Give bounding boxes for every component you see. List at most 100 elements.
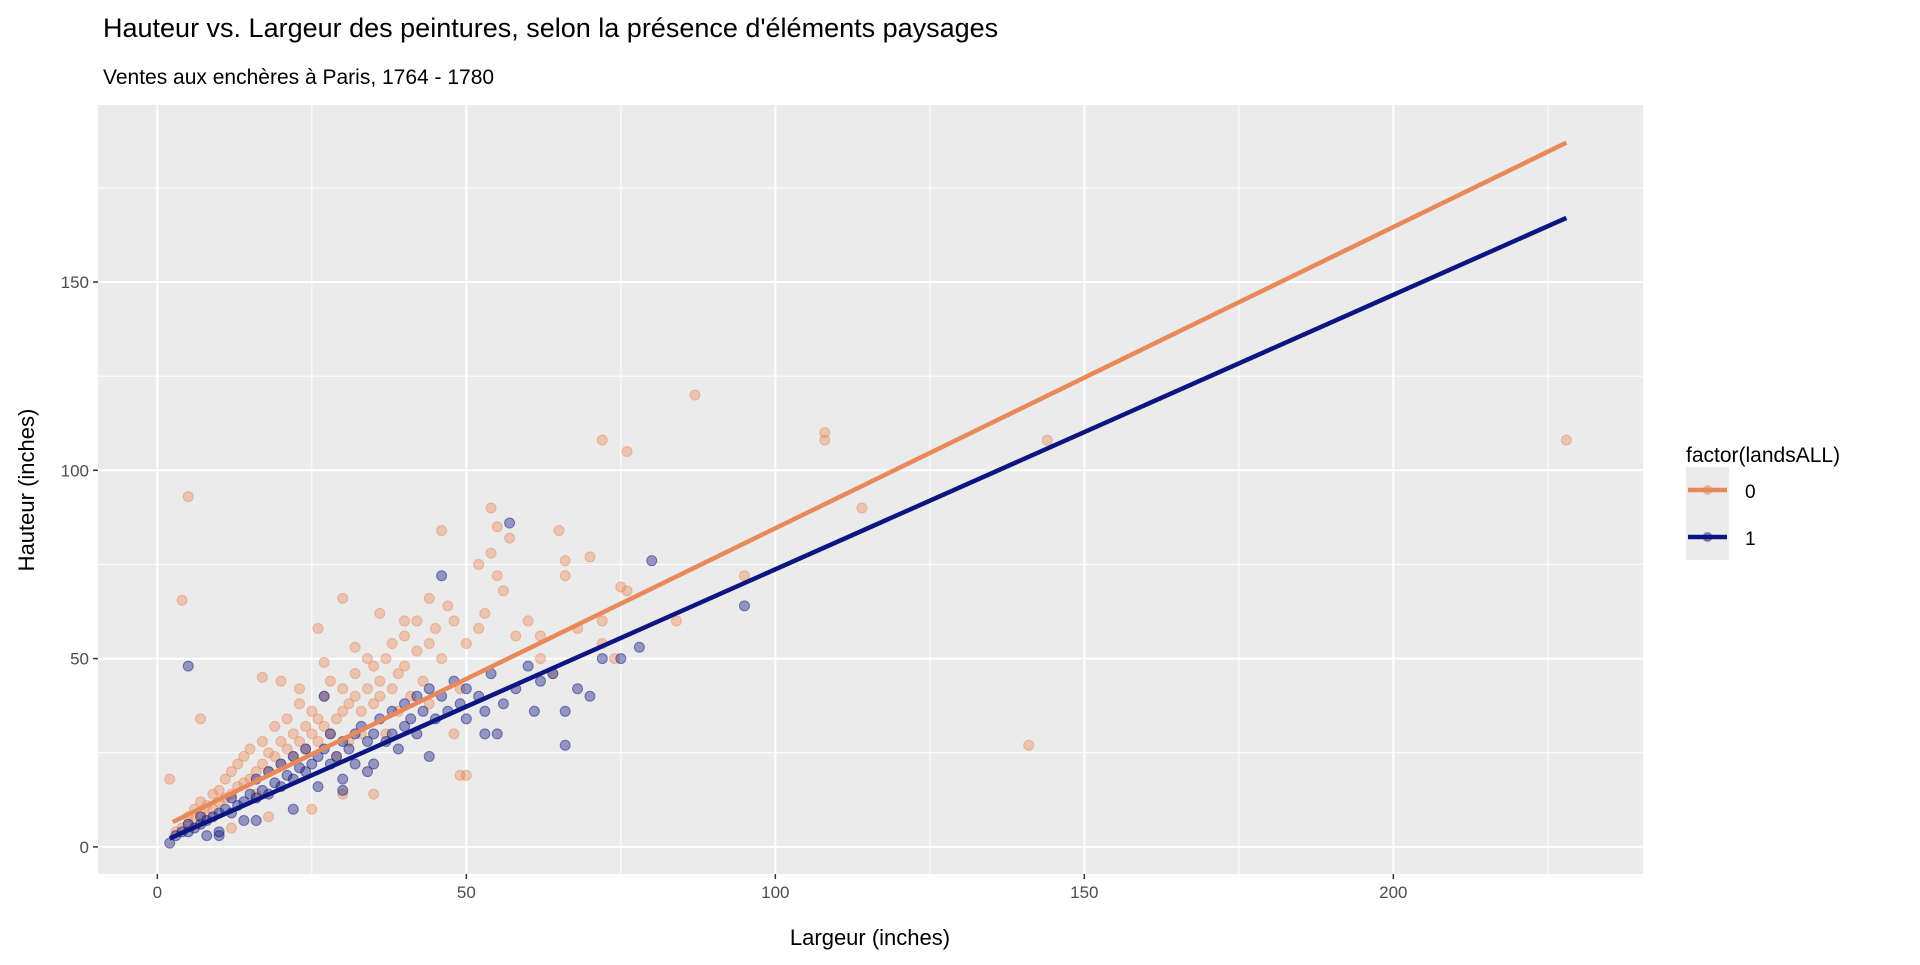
data-point-series-0	[219, 773, 231, 785]
data-point-series-0	[281, 713, 293, 725]
data-point-series-0	[244, 743, 256, 755]
data-point-series-0	[232, 758, 244, 770]
data-point-series-1	[497, 698, 509, 710]
data-point-series-0	[584, 551, 596, 563]
data-point-series-0	[281, 743, 293, 755]
data-point-series-0	[164, 773, 176, 785]
fit-line-series-0	[171, 140, 1568, 825]
data-point-series-0	[436, 653, 448, 665]
data-point-series-0	[293, 735, 305, 747]
data-point-series-0	[312, 713, 324, 725]
data-point-series-1	[460, 683, 472, 695]
data-point-series-0	[423, 638, 435, 650]
y-tick-label: 150	[61, 273, 89, 292]
data-point-series-0	[361, 653, 373, 665]
data-point-series-0	[405, 690, 417, 702]
data-point-series-0	[275, 735, 287, 747]
data-point-series-0	[349, 690, 361, 702]
data-point-series-1	[324, 728, 336, 740]
data-point-series-1	[405, 713, 417, 725]
data-point-series-1	[479, 705, 491, 717]
data-point-series-0	[368, 660, 380, 672]
chart-title: Hauteur vs. Largeur des peintures, selon…	[103, 13, 998, 43]
data-point-series-1	[343, 743, 355, 755]
x-tick-label: 150	[1070, 883, 1098, 902]
data-point-series-0	[615, 581, 627, 593]
data-point-series-1	[633, 641, 645, 653]
data-point-series-1	[368, 728, 380, 740]
data-point-series-0	[182, 491, 194, 503]
data-point-series-1	[337, 773, 349, 785]
data-point-series-0	[374, 607, 386, 619]
data-point-series-1	[238, 815, 250, 827]
data-point-series-0	[399, 615, 411, 627]
data-point-series-0	[460, 638, 472, 650]
legend-key-point-0	[1702, 485, 1713, 495]
data-point-series-0	[596, 615, 608, 627]
data-point-series-1	[331, 751, 343, 763]
data-point-series-0	[324, 675, 336, 687]
data-point-series-0	[312, 622, 324, 634]
legend-title: factor(landsALL)	[1686, 444, 1840, 467]
data-point-series-0	[497, 585, 509, 597]
data-point-series-0	[225, 822, 237, 834]
data-point-series-1	[572, 683, 584, 695]
data-point-series-1	[318, 690, 330, 702]
data-point-series-0	[596, 434, 608, 446]
data-point-series-1	[559, 705, 571, 717]
data-point-series-0	[355, 705, 367, 717]
data-point-series-1	[559, 739, 571, 751]
data-point-series-0	[485, 502, 497, 514]
x-tick-label: 0	[153, 883, 162, 902]
data-point-series-1	[368, 758, 380, 770]
data-point-series-0	[689, 389, 701, 401]
data-point-series-0	[448, 615, 460, 627]
data-point-series-0	[293, 683, 305, 695]
data-point-series-0	[331, 713, 343, 725]
data-point-series-0	[621, 585, 633, 597]
data-point-series-0	[306, 803, 318, 815]
data-point-series-0	[856, 502, 868, 514]
data-point-series-1	[250, 815, 262, 827]
data-point-series-1	[646, 555, 658, 567]
data-point-series-0	[609, 653, 621, 665]
data-point-series-0	[454, 769, 466, 781]
legend-label-1: 1	[1745, 529, 1756, 550]
gridlines	[98, 105, 1643, 874]
data-point-series-1	[738, 600, 750, 612]
data-point-series-0	[263, 811, 275, 823]
data-point-series-0	[238, 751, 250, 763]
data-point-series-0	[417, 675, 429, 687]
data-point-series-0	[349, 668, 361, 680]
legend-key-point-1	[1702, 532, 1713, 542]
data-point-series-0	[534, 653, 546, 665]
data-point-series-0	[300, 720, 312, 732]
data-point-series-0	[621, 445, 633, 457]
data-point-series-0	[386, 683, 398, 695]
data-point-series-1	[479, 728, 491, 740]
y-tick-label: 0	[80, 838, 89, 857]
data-point-series-0	[337, 592, 349, 604]
axes: 0 50 100 150 200 0 50 100 150	[61, 273, 1408, 902]
data-point-series-1	[244, 788, 256, 800]
data-point-series-1	[534, 675, 546, 687]
data-point-series-1	[201, 830, 213, 842]
data-point-series-1	[399, 720, 411, 732]
data-point-series-1	[306, 758, 318, 770]
data-point-series-0	[442, 600, 454, 612]
fit-lines	[168, 140, 1568, 841]
data-point-series-0	[553, 525, 565, 537]
data-point-series-1	[349, 758, 361, 770]
y-axis-title: Hauteur (inches)	[14, 409, 39, 572]
data-point-series-0	[256, 735, 268, 747]
data-point-series-0	[423, 592, 435, 604]
data-point-series-0	[436, 525, 448, 537]
data-point-series-1	[300, 743, 312, 755]
data-point-series-0	[306, 728, 318, 740]
data-point-series-1	[596, 653, 608, 665]
legend-label-0: 0	[1745, 482, 1756, 503]
data-point-series-1	[164, 837, 176, 849]
y-tick-label: 50	[70, 650, 89, 669]
data-point-series-0	[670, 615, 682, 627]
y-tick-label: 100	[61, 461, 89, 480]
